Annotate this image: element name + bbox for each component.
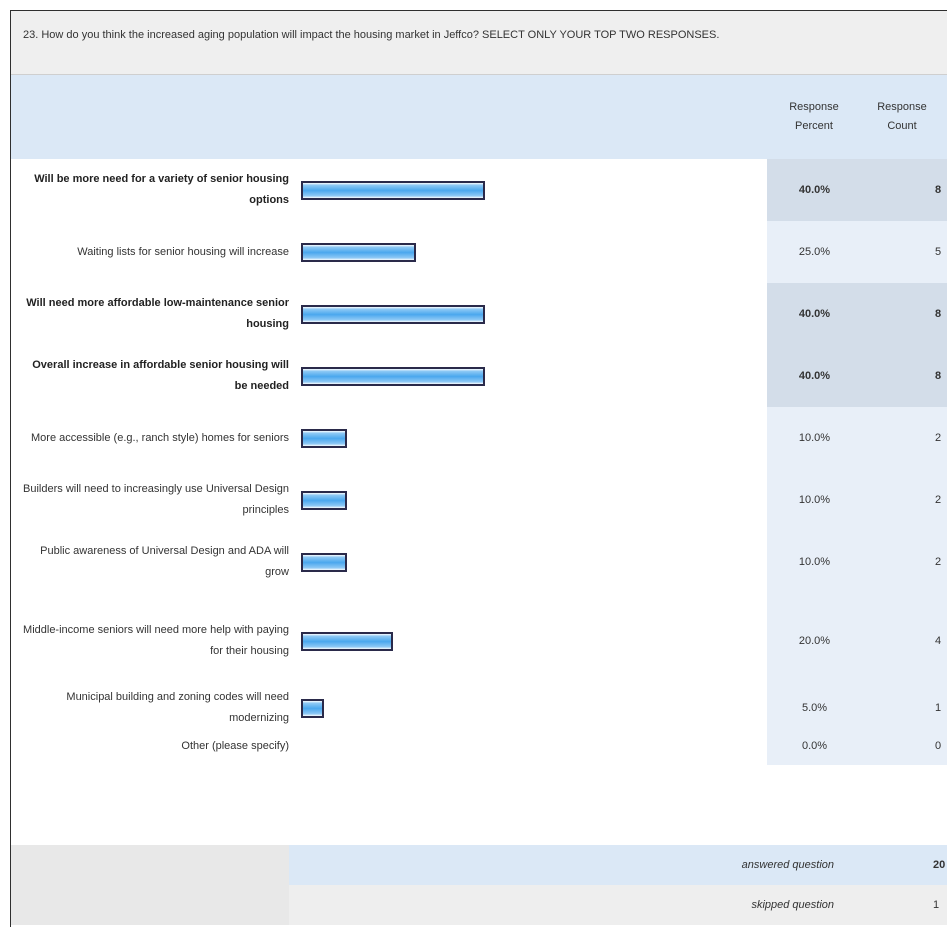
response-count-header-line2: Count — [887, 120, 917, 132]
answered-question-label: answered question — [289, 845, 862, 885]
response-percent-cell: 5.0% — [767, 689, 862, 727]
response-percent-cell: 10.0% — [767, 407, 862, 469]
table-row: Other (please specify) 0.0% 0 — [11, 727, 947, 765]
bar-overall-increase-in-affordable-senior-housing-will-be-needed — [301, 367, 485, 386]
answer-option-cell: More accessible (e.g., ranch style) home… — [11, 407, 289, 469]
answer-option-cell: Public awareness of Universal Design and… — [11, 531, 289, 593]
table-row: More accessible (e.g., ranch style) home… — [11, 407, 947, 469]
answer-option-cell: Waiting lists for senior housing will in… — [11, 221, 289, 283]
response-count-header-line1: Response — [877, 101, 927, 113]
bar-cell — [289, 407, 767, 469]
bar-cell — [289, 593, 767, 689]
response-count-value: 2 — [935, 432, 942, 444]
response-percent-cell: 40.0% — [767, 345, 862, 407]
table-row: Public awareness of Universal Design and… — [11, 531, 947, 593]
bar-middle-income-seniors-will-need-more-help-with-paying-for-their-housing — [301, 632, 393, 651]
answer-option-label: Builders will need to increasingly use U… — [23, 483, 289, 516]
response-count-cell: 4 — [862, 593, 947, 689]
table-row: Waiting lists for senior housing will in… — [11, 221, 947, 283]
table-row: Builders will need to increasingly use U… — [11, 469, 947, 531]
answer-option-label: Will be more need for a variety of senio… — [34, 173, 289, 206]
skipped-question-row: skipped question 1 — [11, 885, 947, 925]
response-count-cell: 8 — [862, 159, 947, 221]
bar-waiting-lists-for-senior-housing-will-increase — [301, 243, 416, 262]
skipped-question-value-cell: 1 — [862, 885, 947, 925]
answer-option-label: Waiting lists for senior housing will in… — [77, 245, 289, 258]
answer-option-label: Municipal building and zoning codes will… — [66, 691, 289, 724]
response-count-cell: 2 — [862, 469, 947, 531]
bar-cell — [289, 727, 767, 765]
response-percent-cell: 40.0% — [767, 283, 862, 345]
answer-option-cell: Builders will need to increasingly use U… — [11, 469, 289, 531]
response-percent-header-line1: Response — [789, 101, 839, 113]
answer-option-cell: Overall increase in affordable senior ho… — [11, 345, 289, 407]
response-percent-cell: 10.0% — [767, 469, 862, 531]
skipped-question-value: 1 — [933, 899, 940, 911]
response-percent-header: Response Percent — [774, 98, 854, 136]
response-percent-cell: 20.0% — [767, 593, 862, 689]
response-count-value: 1 — [935, 702, 942, 714]
answer-option-cell: Will be more need for a variety of senio… — [11, 159, 289, 221]
response-count-cell: 8 — [862, 283, 947, 345]
response-count-value: 4 — [935, 635, 942, 647]
bar-cell — [289, 469, 767, 531]
bar-cell — [289, 345, 767, 407]
response-percent-cell: 25.0% — [767, 221, 862, 283]
bar-more-accessible-e-g-ranch-style-homes-for-seniors — [301, 429, 347, 448]
bar-municipal-building-and-zoning-codes-will-need-modernizing — [301, 699, 324, 718]
answer-option-label: Middle-income seniors will need more hel… — [23, 624, 289, 657]
table-row: Middle-income seniors will need more hel… — [11, 593, 947, 689]
answer-option-cell: Other (please specify) — [11, 727, 289, 765]
table-row: Municipal building and zoning codes will… — [11, 689, 947, 727]
response-count-cell: 2 — [862, 407, 947, 469]
response-count-value: 2 — [935, 556, 942, 568]
response-count-value: 8 — [935, 370, 942, 382]
answered-question-value-cell: 20 — [862, 845, 947, 885]
skipped-question-label: skipped question — [289, 885, 862, 925]
answer-option-cell: Will need more affordable low-maintenanc… — [11, 283, 289, 345]
response-count-value: 5 — [935, 246, 942, 258]
bar-will-be-more-need-for-a-variety-of-senior-housing-options — [301, 181, 485, 200]
table-row: Overall increase in affordable senior ho… — [11, 345, 947, 407]
bar-cell — [289, 159, 767, 221]
answer-option-label: Will need more affordable low-maintenanc… — [26, 297, 289, 330]
response-percent-header-line2: Percent — [795, 120, 833, 132]
bar-cell — [289, 531, 767, 593]
answer-option-label: Overall increase in affordable senior ho… — [32, 359, 289, 392]
answer-option-cell: Municipal building and zoning codes will… — [11, 689, 289, 727]
answer-option-label: More accessible (e.g., ranch style) home… — [31, 431, 289, 444]
table-row: Will need more affordable low-maintenanc… — [11, 283, 947, 345]
answered-question-value: 20 — [933, 859, 946, 871]
response-count-cell: 0 — [862, 727, 947, 765]
response-percent-cell: 40.0% — [767, 159, 862, 221]
response-count-value: 8 — [935, 184, 942, 196]
bar-will-need-more-affordable-low-maintenance-senior-housing — [301, 305, 485, 324]
survey-results-panel: 23. How do you think the increased aging… — [10, 10, 947, 927]
answer-option-label: Other (please specify) — [181, 739, 289, 752]
response-count-value: 0 — [935, 740, 942, 752]
answer-option-label: Public awareness of Universal Design and… — [40, 545, 289, 578]
bar-cell — [289, 221, 767, 283]
table-row: Will be more need for a variety of senio… — [11, 159, 947, 221]
response-count-header: Response Count — [862, 98, 942, 136]
bar-cell — [289, 283, 767, 345]
response-count-value: 2 — [935, 494, 942, 506]
column-header-row: Response Percent Response Count — [11, 75, 947, 159]
answered-question-row: answered question 20 — [11, 845, 947, 885]
response-count-cell: 8 — [862, 345, 947, 407]
response-percent-cell: 10.0% — [767, 531, 862, 593]
response-count-cell: 1 — [862, 689, 947, 727]
answer-option-cell: Middle-income seniors will need more hel… — [11, 593, 289, 689]
response-count-cell: 5 — [862, 221, 947, 283]
bar-builders-will-need-to-increasingly-use-universal-design-principles — [301, 491, 347, 510]
response-percent-cell: 0.0% — [767, 727, 862, 765]
response-count-cell: 2 — [862, 531, 947, 593]
question-title: 23. How do you think the increased aging… — [11, 11, 947, 75]
bar-cell — [289, 689, 767, 727]
response-count-value: 8 — [935, 308, 942, 320]
bar-public-awareness-of-universal-design-and-ada-will-grow — [301, 553, 347, 572]
